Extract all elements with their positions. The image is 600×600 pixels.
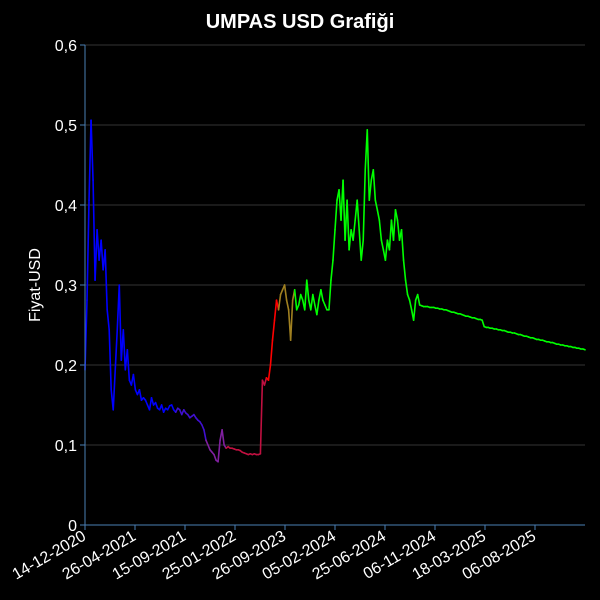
price-line-segment (392, 209, 397, 241)
price-line-segment (406, 293, 411, 302)
price-line-segment (144, 399, 149, 406)
price-line-segment (132, 373, 137, 391)
price-line-segment (269, 339, 274, 366)
price-line-segment (330, 259, 334, 282)
price-line-segment (332, 229, 336, 262)
price-line-segment (273, 299, 278, 322)
price-line-segment (358, 229, 363, 262)
price-line-segment (86, 199, 90, 302)
y-tick-label: 0,3 (55, 278, 77, 295)
price-line-segment (201, 424, 205, 431)
price-line-segment (112, 368, 117, 411)
price-line-segment (360, 239, 365, 262)
price-line-segment (205, 439, 209, 446)
price-line-segment (366, 129, 371, 201)
price-line-segment (104, 249, 108, 311)
y-tick-label: 0,4 (55, 198, 77, 215)
y-tick-label: 0,5 (55, 118, 77, 135)
price-line-segment (295, 304, 300, 311)
price-line-segment (263, 376, 268, 386)
price-line-segment (100, 239, 104, 271)
price-line-segment (203, 428, 207, 442)
price-line-segment (283, 284, 288, 302)
price-line-segment (299, 293, 304, 302)
price-line-segment (384, 239, 389, 262)
price-line-segment (412, 299, 417, 322)
price-line-segment (148, 396, 153, 411)
price-line-segment (404, 279, 409, 296)
price-line-segment (316, 299, 320, 316)
y-tick-label: 0,1 (55, 438, 77, 455)
price-line-segment (138, 388, 143, 402)
price-line-segment (108, 328, 113, 391)
price-line-segment (217, 439, 221, 463)
price-line-segment (154, 401, 159, 410)
price-line-segment (122, 328, 127, 371)
price-line-segment (114, 328, 119, 371)
price-line-segment (324, 304, 328, 311)
price-line-segment (303, 279, 308, 311)
price-line-segment (394, 209, 399, 221)
price-line-segment (118, 284, 123, 362)
price-line-segment (342, 179, 346, 241)
price-line-segment (388, 219, 393, 251)
price-line-segment (170, 404, 175, 411)
y-tick-label: 0 (68, 518, 77, 535)
price-line-segment (328, 279, 332, 311)
price-line-segment (289, 299, 294, 342)
price-line-segment (221, 428, 225, 446)
price-line-segment (271, 319, 276, 342)
price-line-segment (481, 319, 485, 328)
price-line-segment (305, 279, 310, 302)
price-line-segment (259, 379, 264, 455)
price-line-segment (297, 293, 302, 306)
price-line-segment (126, 348, 131, 382)
price-line-segment (416, 293, 421, 306)
price-line-segment (94, 229, 98, 282)
price-line-segment (92, 179, 96, 282)
price-line-segment (380, 239, 385, 251)
price-line-segment (408, 299, 413, 311)
price-line-segment (582, 348, 586, 351)
price-line-segment (368, 179, 373, 201)
price-line-segment (150, 396, 155, 406)
price-line-segment (310, 293, 314, 311)
price-line-segment (267, 364, 272, 382)
price-line-segment (356, 199, 360, 231)
price-line-segment (374, 199, 379, 211)
price-line-segment (320, 288, 324, 302)
price-line-segment (90, 119, 94, 181)
price-line-segment (346, 199, 350, 251)
y-tick-label: 0,2 (55, 358, 77, 375)
price-line-segment (378, 219, 383, 241)
price-line-segment (279, 288, 284, 296)
price-line-segment (293, 288, 298, 311)
price-line-segment (362, 169, 367, 241)
price-line-segment (207, 444, 211, 451)
price-line-segment (277, 293, 282, 311)
price-line-segment (334, 199, 338, 231)
price-line-segment (348, 229, 352, 251)
price-line-segment (106, 308, 110, 331)
price-line-segment (322, 299, 326, 306)
price-line-segment (213, 453, 217, 462)
price-line-segment (402, 259, 407, 282)
price-line-segment (372, 169, 377, 201)
price-line-segment (160, 404, 165, 414)
price-line-segment (312, 293, 316, 306)
price-line-segment (376, 209, 381, 221)
price-line-segment (352, 219, 356, 241)
price-line-segment (285, 299, 290, 311)
price-line-segment (96, 229, 100, 262)
price-line-segment (400, 229, 405, 262)
y-axis-label: Fiyat-USD (27, 248, 44, 322)
price-line-segment (396, 219, 401, 241)
chart-title: UMPAS USD Grafiği (206, 11, 395, 33)
y-tick-label: 0,6 (55, 38, 77, 55)
